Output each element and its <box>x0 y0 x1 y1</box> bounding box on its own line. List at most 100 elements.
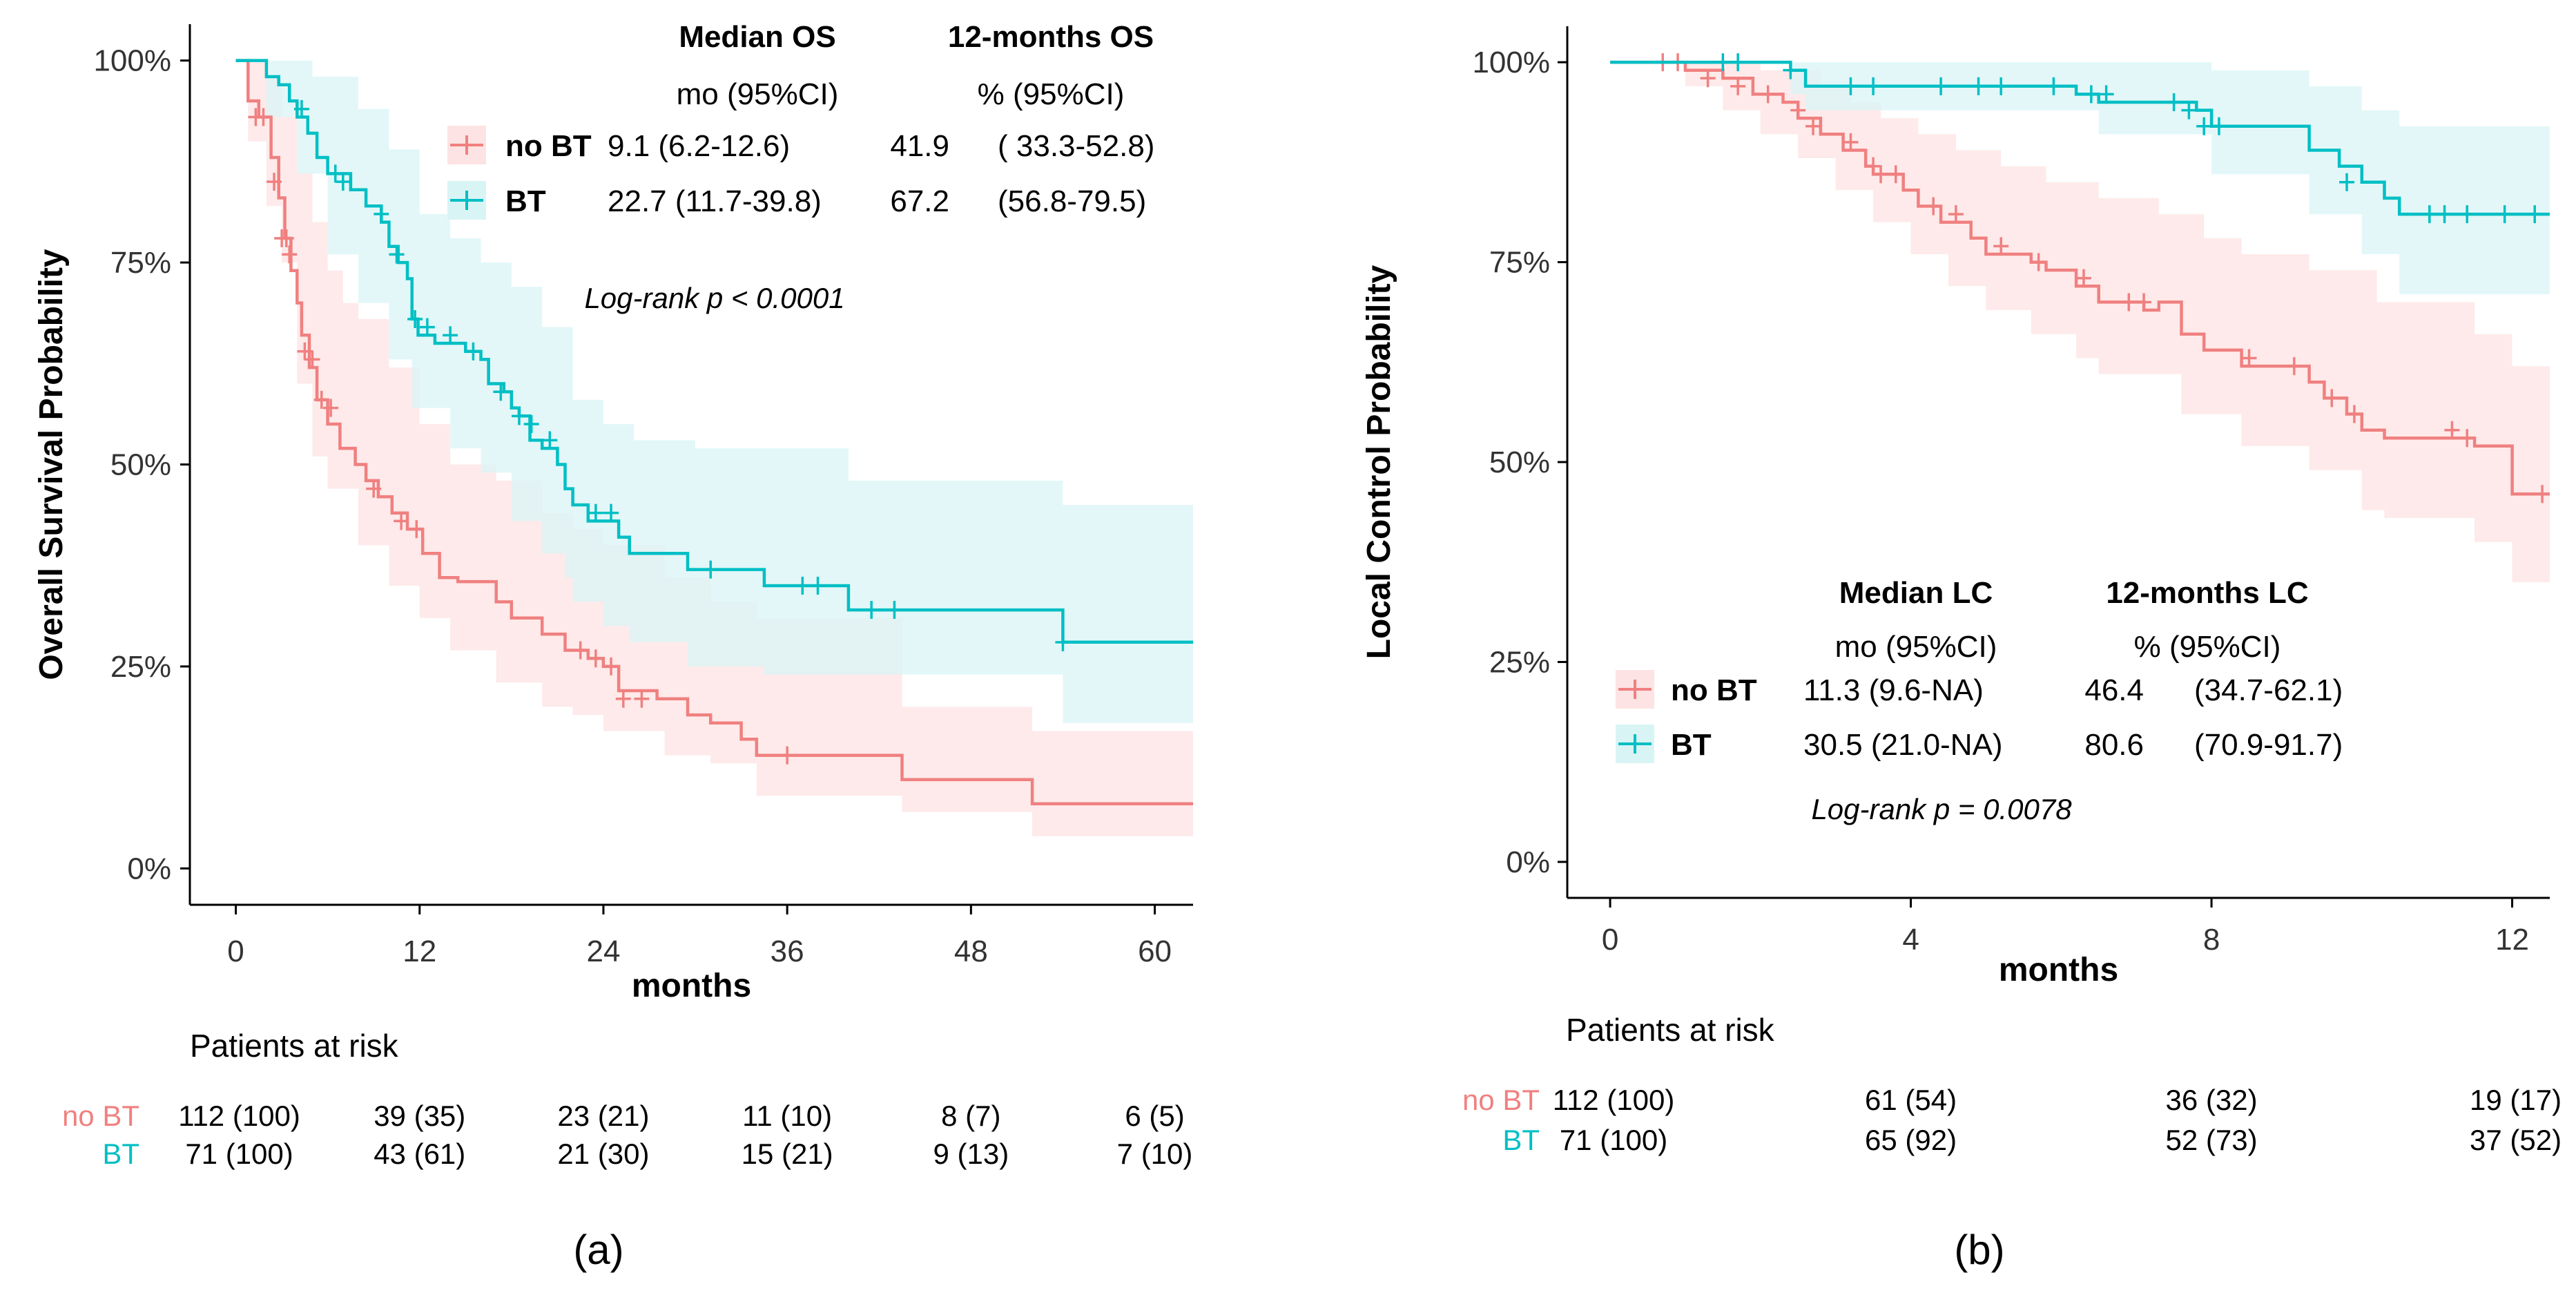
censor-mark <box>2339 173 2355 191</box>
censor-mark <box>2136 293 2152 311</box>
censor-mark <box>267 173 282 191</box>
censor-mark <box>2241 349 2257 367</box>
censor-mark <box>572 641 588 660</box>
censor-mark <box>603 504 619 522</box>
risk-count: 52 (73) <box>2166 1124 2258 1156</box>
panel-caption: (a) <box>573 1227 623 1273</box>
legend-percent: 41.9 <box>890 129 949 163</box>
y-tick-label: 75% <box>1489 246 1550 280</box>
risk-count: 36 (32) <box>2166 1084 2258 1116</box>
legend-col1-subtitle: mo (95%CI) <box>1835 630 1997 664</box>
legend-percent: 80.6 <box>2084 728 2144 762</box>
censor-mark <box>779 746 795 765</box>
censor-mark <box>2031 253 2046 271</box>
censor-mark <box>1790 101 1806 119</box>
censor-mark <box>2497 205 2512 224</box>
censor-mark <box>2166 93 2182 111</box>
risk-count: 21 (30) <box>557 1138 649 1170</box>
legend-key-symbol <box>450 135 483 155</box>
censor-mark <box>603 657 619 675</box>
censor-mark <box>327 164 343 183</box>
censor-mark <box>703 560 719 579</box>
risk-table-title: Patients at risk <box>1566 1012 1775 1048</box>
y-tick-label: 0% <box>127 852 171 885</box>
legend-col1-title: Median OS <box>679 20 835 54</box>
legend-ci: ( 33.3-52.8) <box>998 129 1154 163</box>
x-tick-label: 36 <box>771 934 804 968</box>
risk-count: 7 (10) <box>1117 1138 1193 1170</box>
ci-band-bt <box>235 60 1193 723</box>
censor-mark <box>278 229 294 247</box>
y-tick-label: 25% <box>1489 645 1550 679</box>
censor-mark <box>523 415 539 434</box>
legend-ci: (70.9-91.7) <box>2194 728 2343 762</box>
censor-mark <box>615 689 631 708</box>
censor-mark <box>2083 85 2099 104</box>
log-rank-pvalue: Log-rank p = 0.0078 <box>1811 793 2072 825</box>
risk-count: 6 (5) <box>1125 1100 1184 1132</box>
censor-mark <box>2098 85 2114 104</box>
censor-mark <box>588 649 603 668</box>
risk-count: 112 (100) <box>1553 1084 1675 1116</box>
risk-count: 9 (13) <box>933 1138 1009 1170</box>
censor-mark <box>1715 53 1731 72</box>
risk-count: 8 (7) <box>941 1100 1000 1132</box>
censor-mark <box>2346 405 2362 423</box>
risk-count: 43 (61) <box>374 1138 465 1170</box>
x-axis-title: months <box>632 968 751 1004</box>
censor-mark <box>1843 77 1859 95</box>
censor-mark <box>2459 429 2475 448</box>
panel-caption: (b) <box>1954 1227 2004 1273</box>
censor-mark <box>1873 165 1889 184</box>
legend-ci: (34.7-62.1) <box>2194 673 2343 707</box>
censor-mark <box>2075 269 2091 287</box>
censor-mark <box>443 326 458 345</box>
y-tick-label: 100% <box>1472 46 1550 79</box>
censor-mark <box>2459 205 2475 224</box>
x-axis-title: months <box>1999 952 2118 988</box>
censor-mark <box>335 173 351 191</box>
censor-mark <box>1993 237 2009 256</box>
censor-mark <box>394 512 409 530</box>
risk-count: 15 (21) <box>742 1138 833 1170</box>
censor-mark <box>2181 101 2197 119</box>
risk-count: 61 (54) <box>1865 1084 1957 1116</box>
censor-mark <box>887 601 902 620</box>
legend-label: no BT <box>1671 673 1757 707</box>
legend-col2-title: 12-months LC <box>2106 576 2308 610</box>
censor-mark <box>366 479 382 498</box>
censor-mark <box>1888 165 1904 184</box>
censor-mark <box>465 342 481 361</box>
censor-mark <box>1933 77 1949 95</box>
censor-mark <box>511 407 527 425</box>
censor-mark <box>419 318 435 336</box>
censor-mark <box>1866 157 1881 175</box>
censor-mark <box>2196 117 2212 135</box>
risk-row-label: BT <box>102 1138 139 1170</box>
x-tick-label: 12 <box>2495 923 2529 957</box>
censor-mark <box>1730 53 1746 72</box>
legend-col1-subtitle: mo (95%CI) <box>677 77 839 111</box>
censor-mark <box>634 689 650 708</box>
legend-median: 22.7 (11.7-39.8) <box>608 184 822 218</box>
censor-mark <box>304 350 320 369</box>
ci-band-no-bt <box>1610 62 2550 582</box>
legend-key-symbol <box>450 191 483 210</box>
censor-mark <box>297 342 313 361</box>
y-tick-label: 25% <box>110 650 171 684</box>
legend-median: 11.3 (9.6-NA) <box>1803 673 1984 707</box>
censor-mark <box>1866 77 1881 95</box>
censor-mark <box>1926 197 1941 215</box>
censor-mark <box>389 245 405 264</box>
risk-count: 112 (100) <box>178 1100 300 1132</box>
censor-mark <box>407 309 423 328</box>
censor-mark <box>2324 389 2340 408</box>
y-tick-label: 50% <box>1489 445 1550 479</box>
censor-mark <box>588 504 603 522</box>
x-tick-label: 0 <box>227 934 244 968</box>
risk-count: 65 (92) <box>1865 1124 1957 1156</box>
censor-mark <box>2286 357 2302 376</box>
legend-label: BT <box>505 184 546 218</box>
censor-mark <box>313 390 329 409</box>
